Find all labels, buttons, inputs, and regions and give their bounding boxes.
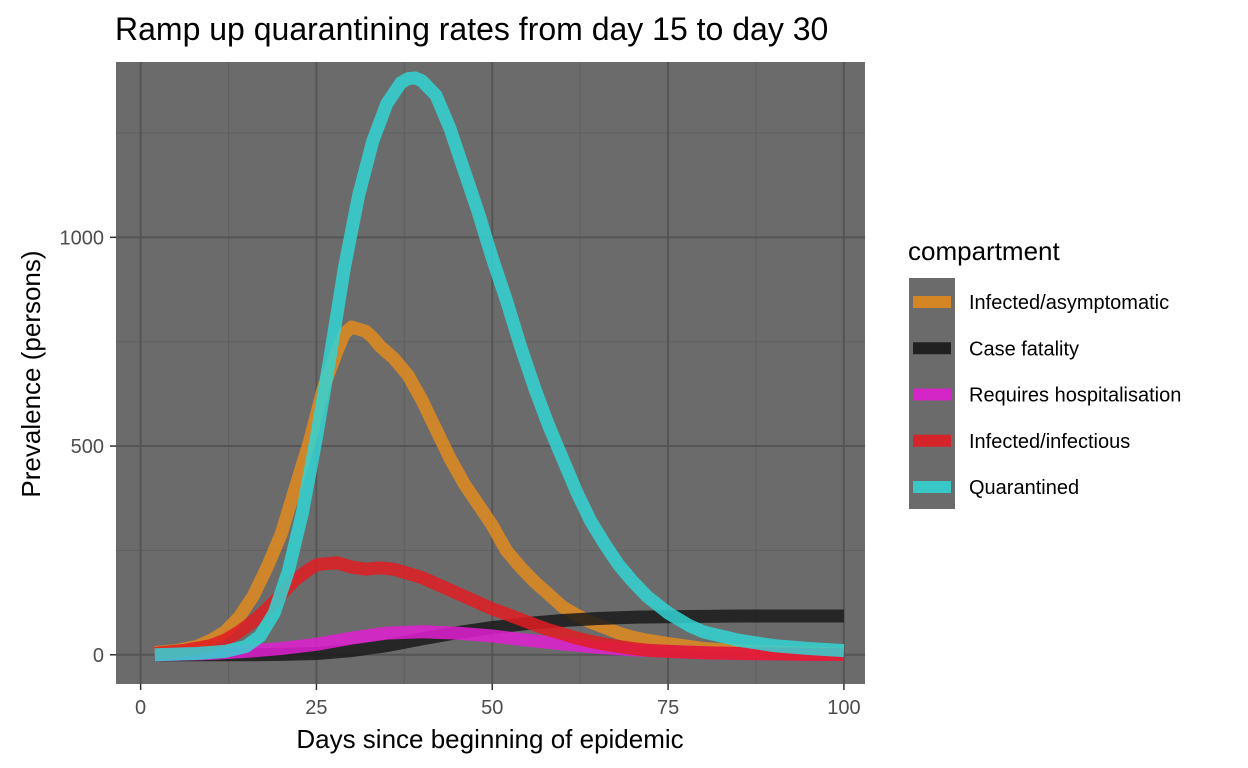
chart-title: Ramp up quarantining rates from day 15 t…	[115, 11, 828, 47]
series-line-quarantined	[154, 71, 845, 662]
series-line-infected-asymptomatic	[154, 320, 845, 661]
plot-panel	[116, 62, 865, 684]
y-axis-ticks: 0 500 1000	[60, 227, 116, 667]
x-axis-title: Days since beginning of epidemic	[296, 724, 683, 754]
legend-label-requires-hospitalisation: Requires hospitalisation	[969, 385, 1181, 407]
x-tick-label: 25	[305, 697, 327, 719]
y-axis-title: Prevalence (persons)	[16, 250, 46, 497]
x-tick-label: 75	[657, 697, 679, 719]
x-tick-label: 50	[481, 697, 503, 719]
legend-title: compartment	[908, 236, 1060, 266]
legend-label-case-fatality: Case fatality	[969, 338, 1079, 360]
legend-label-infected-infectious: Infected/infectious	[969, 431, 1130, 453]
series-layer	[154, 71, 845, 662]
y-tick-label: 500	[71, 436, 104, 458]
y-tick-label: 1000	[60, 227, 105, 249]
x-tick-label: 100	[827, 697, 860, 719]
y-tick-label: 0	[93, 645, 104, 667]
x-tick-label: 0	[135, 697, 146, 719]
legend-items: Infected/asymptomatic Case fatality Requir…	[913, 292, 1181, 499]
legend-label-quarantined: Quarantined	[969, 477, 1079, 499]
legend: compartment Infected/asymptomatic Case fa…	[908, 236, 1181, 509]
legend-label-infected-asymptomatic: Infected/asymptomatic	[969, 292, 1169, 314]
x-axis-ticks: 0 25 50 75 100	[135, 684, 861, 719]
